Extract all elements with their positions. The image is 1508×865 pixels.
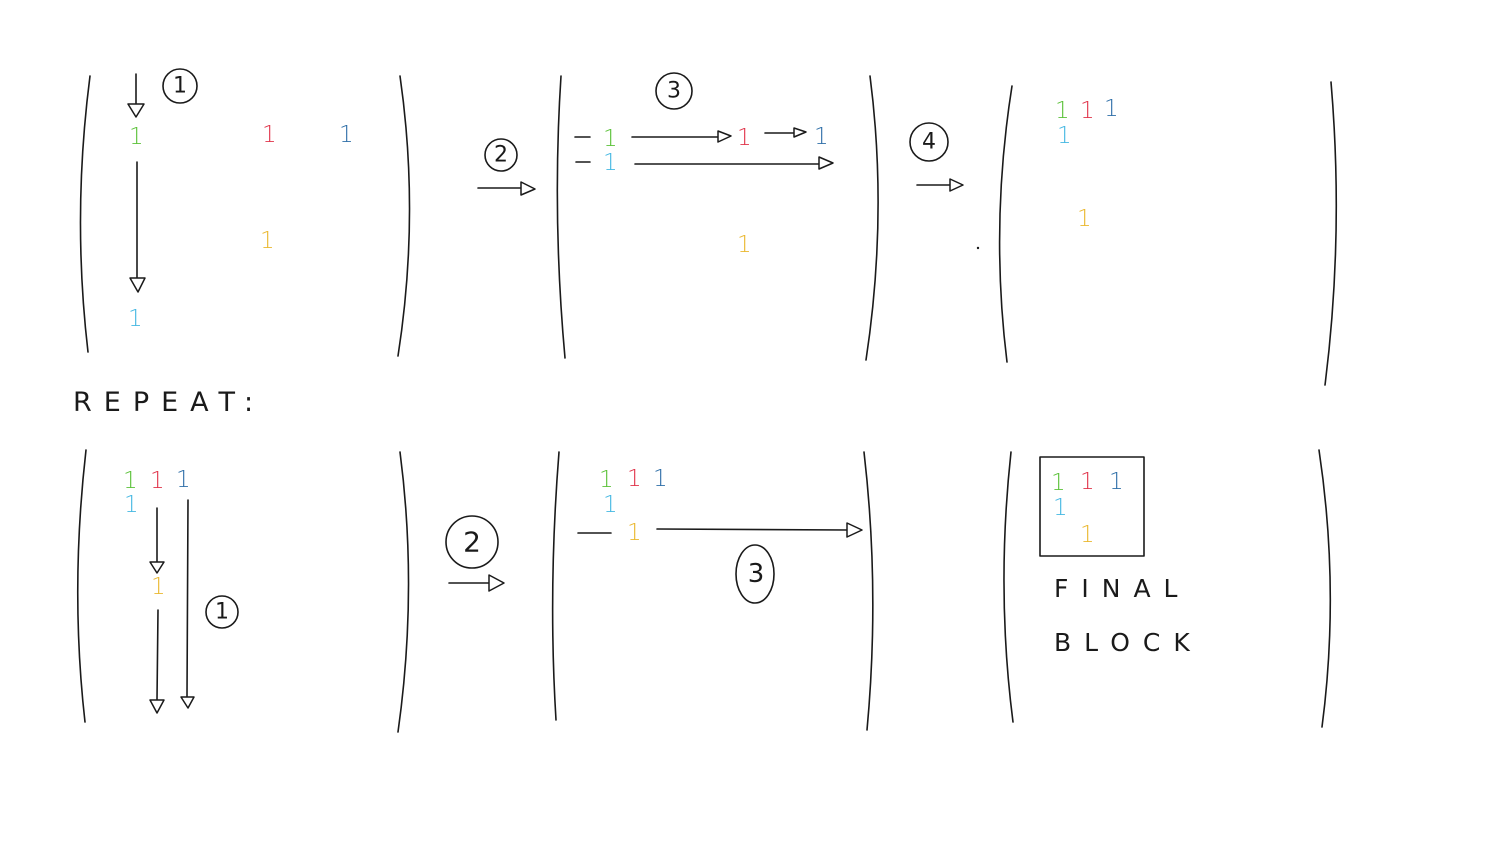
matrix-1-step-1-circle: 1 — [162, 68, 198, 104]
matrix-5-right-bracket — [863, 451, 874, 731]
matrix-1-left-bracket — [79, 75, 91, 353]
matrix-6-right-bracket — [1318, 449, 1332, 728]
matrix-3-entry-cyan: 1 — [1057, 123, 1072, 149]
final-label: FINAL — [1054, 574, 1190, 603]
matrix-6-left-bracket — [1003, 451, 1014, 723]
block-label: BLOCK — [1054, 628, 1203, 657]
matrix-4-entry-yellow: 1 — [151, 574, 166, 600]
matrix-6-entry-green: 1 — [1051, 470, 1066, 496]
step-label: 2 — [494, 143, 508, 168]
arrow-down-b — [156, 609, 159, 701]
matrix-2-entry-red: 1 — [737, 125, 752, 151]
matrix-4-left-bracket — [76, 449, 87, 723]
matrix-2-left-bracket — [556, 75, 566, 359]
stray-dot — [976, 246, 980, 250]
matrix-1-entry-cyan: 1 — [128, 306, 143, 332]
matrix-4-right-bracket — [397, 451, 410, 733]
matrix-3-entry-red: 1 — [1080, 98, 1095, 124]
arrow-row-yellow — [656, 528, 849, 531]
matrix-5-entry-yellow: 1 — [627, 520, 642, 546]
matrix-5-step-3-circle: 3 — [735, 544, 775, 604]
matrix-1-entry-yellow: 1 — [260, 228, 275, 254]
step-label: 1 — [173, 74, 187, 99]
matrix-2-entry-blue: 1 — [814, 124, 829, 150]
matrix-5-entry-green: 1 — [599, 467, 614, 493]
step-label: 4 — [922, 130, 936, 155]
matrix-3-entry-blue: 1 — [1104, 96, 1119, 122]
matrix-2-entry-green: 1 — [603, 126, 618, 152]
matrix-2-right-bracket — [865, 75, 879, 361]
matrix-1-entry-red: 1 — [262, 122, 277, 148]
step-label: 3 — [748, 559, 765, 589]
repeat-label: REPEAT: — [73, 387, 265, 418]
matrix-1-right-bracket — [397, 75, 411, 357]
matrix-2-entry-yellow: 1 — [737, 232, 752, 258]
matrix-1-entry-green: 1 — [129, 124, 144, 150]
step-label: 3 — [667, 79, 681, 104]
matrix-4-entry-cyan: 1 — [124, 492, 139, 518]
matrix-5-entry-red: 1 — [627, 466, 642, 492]
matrix-6-entry-cyan: 1 — [1053, 495, 1068, 521]
matrix-3-right-bracket — [1324, 81, 1338, 386]
matrix-4-entry-blue: 1 — [176, 467, 191, 493]
matrix-2-step-3-circle: 3 — [655, 72, 693, 110]
matrix-5-entry-blue: 1 — [653, 466, 668, 492]
top-step-2: 2 — [477, 138, 536, 196]
matrix-3-entry-green: 1 — [1055, 98, 1070, 124]
final-block-box — [1039, 456, 1145, 557]
bottom-step-2: 2 — [445, 515, 505, 592]
matrix-4-entry-red: 1 — [150, 468, 165, 494]
step-label: 2 — [463, 526, 481, 559]
matrix-6-entry-red: 1 — [1080, 469, 1095, 495]
step-label: 1 — [215, 600, 229, 625]
matrix-4-step-1-circle: 1 — [205, 595, 239, 629]
matrix-6-entry-blue: 1 — [1109, 469, 1124, 495]
matrix-4-entry-green: 1 — [123, 468, 138, 494]
matrix-3-left-bracket — [998, 85, 1013, 363]
matrix-5-entry-cyan: 1 — [603, 492, 618, 518]
top-step-4: 4 — [909, 122, 964, 192]
matrix-1-entry-blue: 1 — [339, 122, 354, 148]
arrow-down-c — [186, 499, 189, 698]
matrix-6-entry-yellow: 1 — [1080, 522, 1095, 548]
matrix-3-entry-yellow: 1 — [1077, 206, 1092, 232]
matrix-5-left-bracket — [551, 451, 560, 721]
matrix-2-entry-cyan: 1 — [603, 150, 618, 176]
